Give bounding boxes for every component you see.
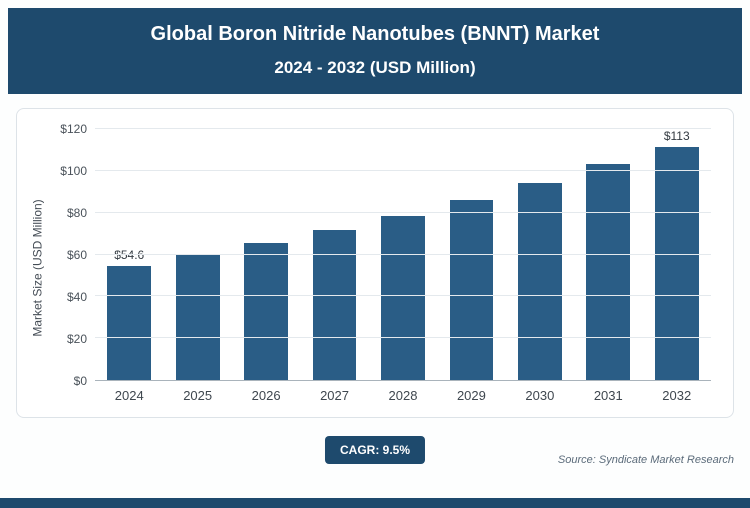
x-tick-label: 2027 — [320, 388, 349, 403]
gridline — [95, 295, 711, 297]
bar-2024 — [107, 265, 152, 380]
y-axis-title: Market Size (USD Million) — [31, 199, 46, 337]
x-tick-label: 2025 — [183, 388, 213, 403]
bar-column-2024: $54.6 — [95, 129, 163, 380]
chart-title-line2: 2024 - 2032 (USD Million) — [274, 58, 476, 77]
bar-column-2030 — [506, 129, 574, 380]
x-tick-label: 2029 — [456, 388, 486, 403]
x-tick-label: 2030 — [525, 388, 555, 403]
bar-2027 — [312, 230, 357, 380]
plot-wrap: $54.6 $113 2024 2025 2026 2027 2028 2029 2030 20… — [95, 128, 711, 407]
y-tick-label: $120 — [60, 122, 87, 136]
cagr-badge: CAGR: 9.5% — [324, 436, 426, 464]
gridline — [95, 128, 711, 129]
y-tick-label: $100 — [60, 164, 87, 178]
bar-column-2032: $113 — [643, 129, 711, 380]
x-tick-label: 2031 — [593, 388, 623, 403]
footer-row: CAGR: 9.5% Source: Syndicate Market Rese… — [0, 434, 750, 468]
bars: $54.6 $113 — [95, 129, 711, 380]
bar-2031 — [586, 164, 631, 380]
gridline — [95, 253, 711, 255]
chart-title-banner: Global Boron Nitride Nanotubes (BNNT) Ma… — [8, 8, 742, 94]
bar-2030 — [517, 183, 562, 380]
bar-column-2028 — [369, 129, 437, 380]
y-tick-label: $80 — [66, 206, 87, 220]
bar-column-2031 — [574, 129, 642, 380]
y-tick-label: $40 — [66, 290, 87, 304]
chart-panel: Market Size (USD Million) $0 $20 $40 $60 $80… — [16, 108, 734, 418]
bar-column-2026 — [232, 129, 300, 380]
gridline — [95, 211, 711, 213]
source-attribution: Source: Syndicate Market Research — [557, 454, 734, 466]
y-axis-title-wrap: Market Size (USD Million) — [25, 129, 51, 407]
bar-2026 — [244, 243, 288, 380]
x-axis-labels: 2024 2025 2026 2027 2028 2029 2030 2031 2032 — [95, 388, 711, 403]
y-axis-labels: $0 $20 $40 $60 $80 $100 $120 — [51, 122, 95, 388]
x-tick-label: 2026 — [251, 388, 281, 403]
y-tick-label: $20 — [66, 332, 87, 346]
plot-area: $54.6 $113 — [95, 128, 711, 381]
bar-2025 — [175, 254, 220, 380]
bar-column-2027 — [300, 129, 368, 380]
bar-2032 — [654, 147, 699, 380]
x-tick-label: 2024 — [114, 388, 144, 403]
y-tick-label: $0 — [73, 374, 87, 388]
bar-column-2025 — [163, 129, 231, 380]
x-tick-label: 2032 — [662, 388, 692, 403]
gridline — [95, 169, 711, 171]
bar-column-2029 — [437, 129, 505, 380]
bar-2028 — [381, 215, 425, 380]
bar-value-label: $113 — [663, 129, 690, 143]
x-tick-label: 2028 — [388, 388, 418, 403]
chart-title-line1: Global Boron Nitride Nanotubes (BNNT) Ma… — [150, 23, 600, 45]
gridline — [95, 337, 711, 339]
bar-value-label: $54.6 — [114, 247, 145, 262]
y-tick-label: $60 — [66, 248, 87, 262]
bar-2029 — [449, 200, 494, 380]
